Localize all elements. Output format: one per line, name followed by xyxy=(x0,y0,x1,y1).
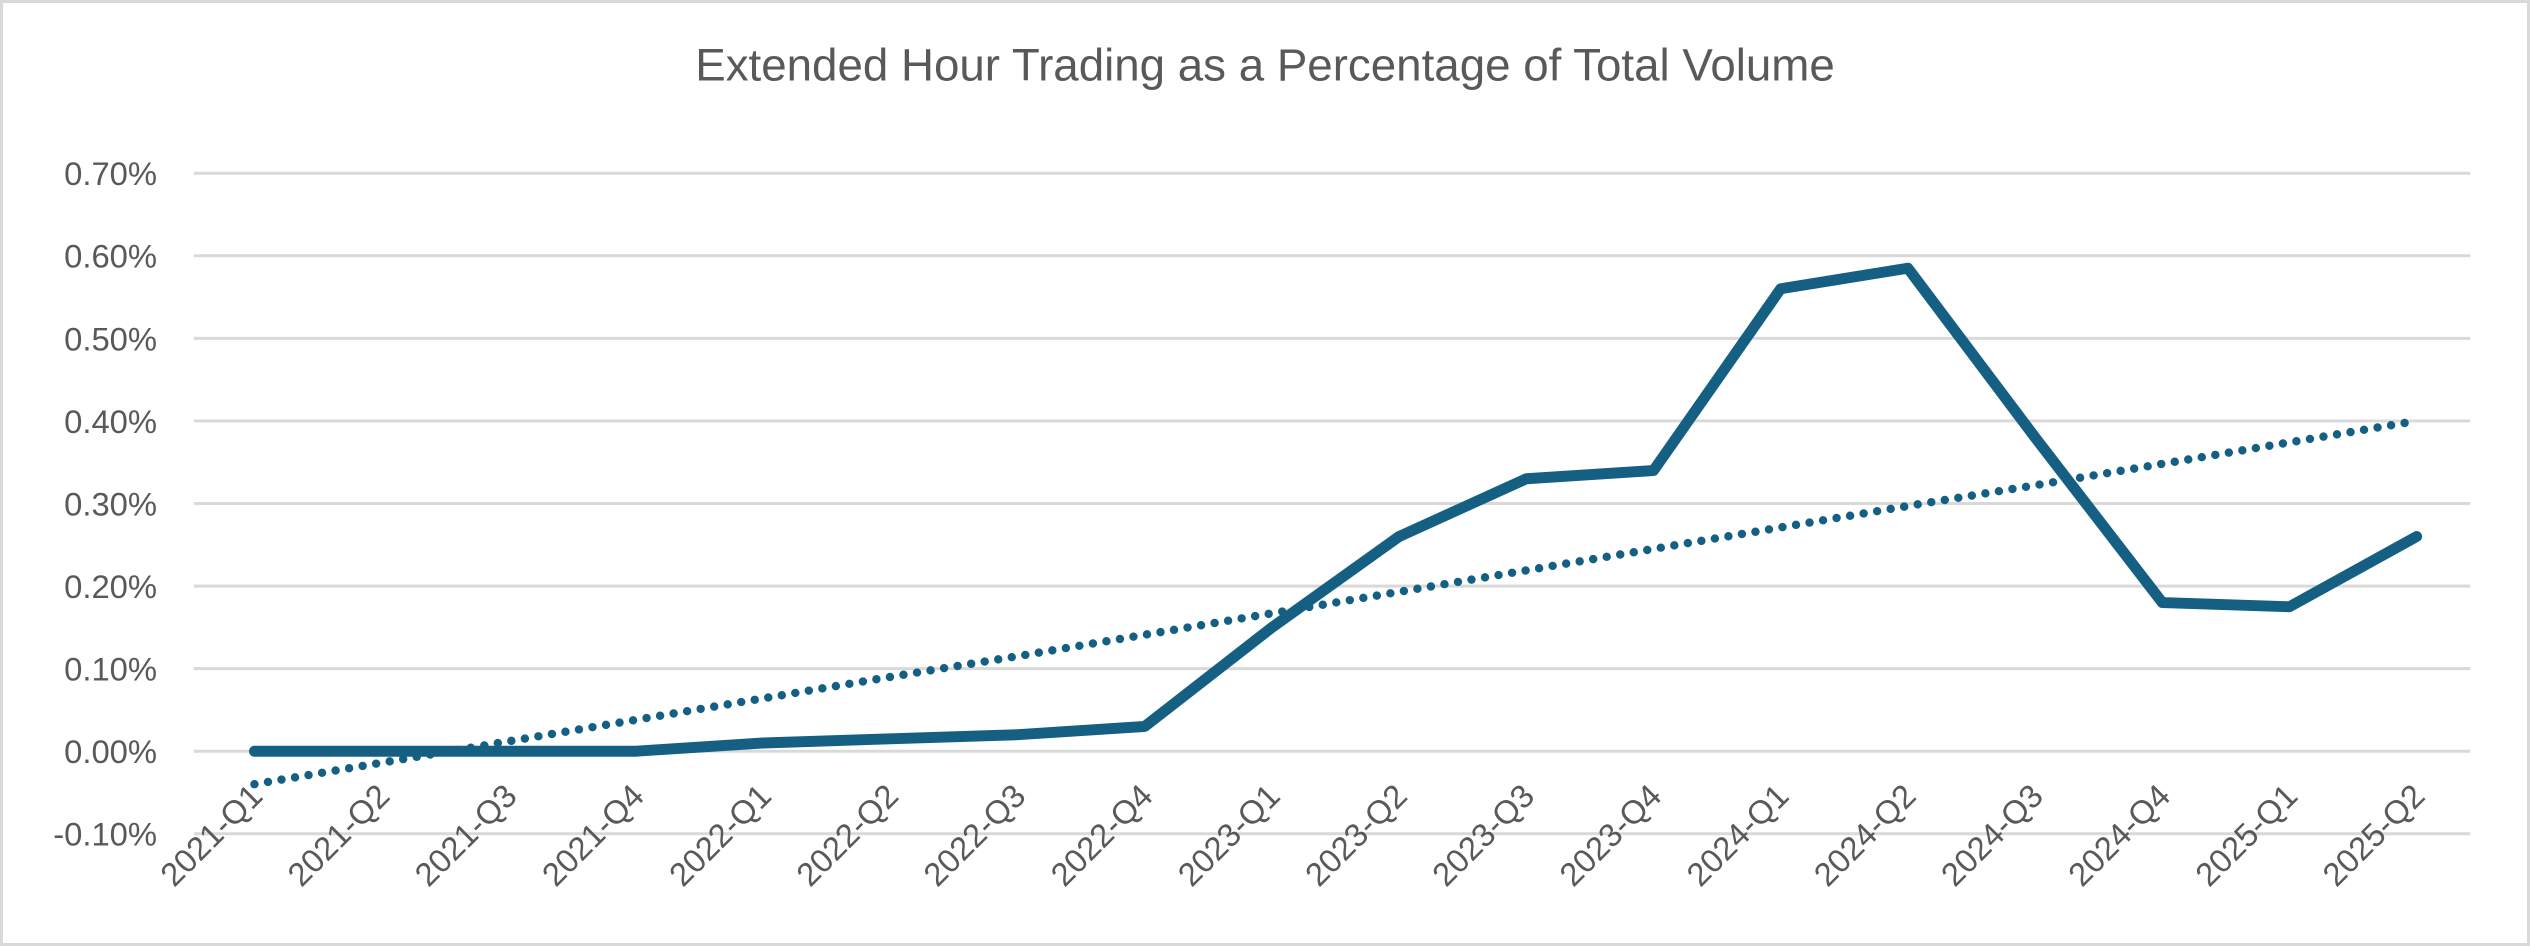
y-tick-label: 0.70% xyxy=(64,155,157,192)
trendline xyxy=(250,416,2421,789)
y-tick-label: 0.60% xyxy=(64,238,157,275)
y-tick-label: 0.50% xyxy=(64,320,157,357)
y-tick-label: 0.30% xyxy=(64,485,157,522)
chart-title: Extended Hour Trading as a Percentage of… xyxy=(695,40,1835,91)
y-tick-label: 0.00% xyxy=(64,733,157,770)
series-line xyxy=(248,262,2423,757)
y-tick-label: 0.10% xyxy=(64,651,157,688)
y-axis-labels: 0.70% 0.60% 0.50% 0.40% 0.30% 0.20% 0.10% 0.00%… xyxy=(53,155,157,853)
line-chart: Extended Hour Trading as a Percentage of… xyxy=(53,40,2471,893)
y-tick-label: 0.20% xyxy=(64,568,157,605)
y-tick-label: -0.10% xyxy=(53,816,157,853)
y-tick-label: 0.40% xyxy=(64,403,157,440)
